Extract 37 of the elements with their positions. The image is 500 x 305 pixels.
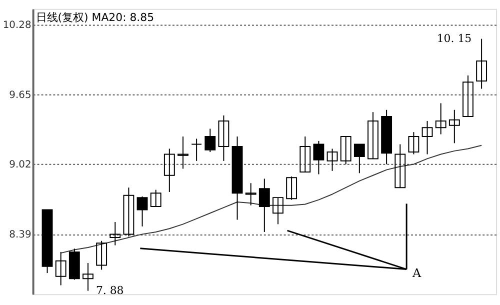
candlestick xyxy=(258,178,270,232)
candlestick xyxy=(435,102,446,135)
y-tick-label: 8.39 xyxy=(9,230,32,241)
candlestick xyxy=(448,109,460,144)
candlestick xyxy=(164,148,175,193)
candlestick xyxy=(354,144,365,174)
candlestick xyxy=(55,251,66,286)
candlestick xyxy=(340,136,352,165)
annotation: 10. 15 xyxy=(436,32,472,45)
candlestick xyxy=(82,262,94,292)
candlestick xyxy=(286,176,298,200)
candlestick xyxy=(136,196,148,227)
candlestick xyxy=(408,132,420,155)
annotation: 7. 88 xyxy=(96,284,124,297)
candlestick xyxy=(368,112,378,160)
y-tick-label: 10.28 xyxy=(2,20,32,31)
candlestick xyxy=(178,136,188,170)
chart-title: 日线(复权) MA20: 8.85 xyxy=(36,10,154,24)
candlestick xyxy=(300,136,311,173)
candlestick xyxy=(313,140,324,175)
candlestick xyxy=(476,38,488,90)
candlestick xyxy=(245,182,256,206)
candlestick xyxy=(272,197,284,225)
candlestick xyxy=(191,138,202,162)
candlestick xyxy=(462,74,474,118)
candlestick xyxy=(218,114,230,162)
annotation: A xyxy=(412,266,422,280)
y-tick-label: 9.02 xyxy=(9,160,32,171)
candlestick xyxy=(123,187,134,237)
candlestick xyxy=(422,120,433,155)
candlestick xyxy=(326,148,338,172)
y-tick-label: 9.65 xyxy=(9,90,32,101)
candlestick xyxy=(110,221,121,246)
candlestick xyxy=(150,189,162,207)
candlestick xyxy=(204,128,216,153)
candlestick xyxy=(96,240,108,270)
candlestick xyxy=(394,144,406,188)
